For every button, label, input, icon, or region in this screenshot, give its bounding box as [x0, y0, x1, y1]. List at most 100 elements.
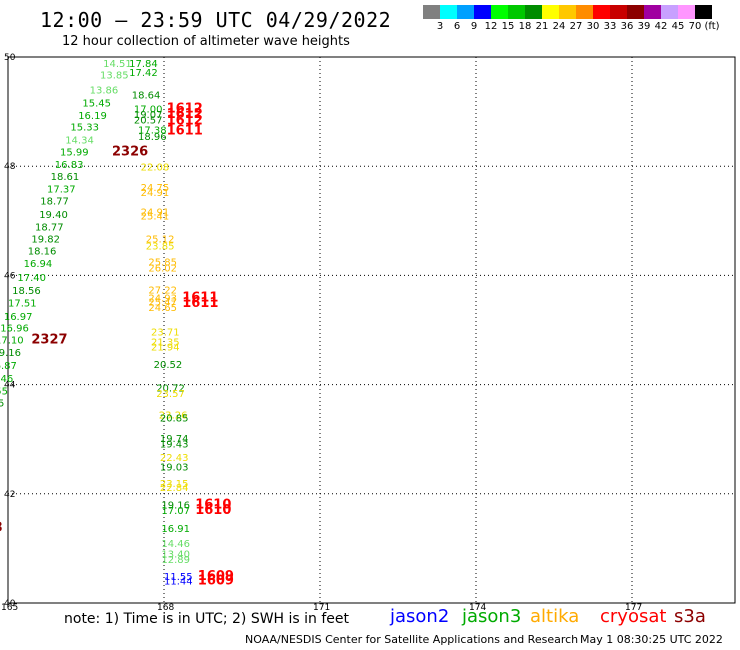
- wave-height-value: 23.57: [156, 389, 185, 400]
- wave-height-value: 17.51: [8, 299, 37, 310]
- footer-note: note: 1) Time is in UTC; 2) SWH is in fe…: [64, 611, 350, 627]
- legend-label: 15: [501, 21, 515, 32]
- page-subtitle: 12 hour collection of altimeter wave hei…: [62, 34, 350, 49]
- wave-height-value: 18.77: [40, 196, 69, 207]
- legend-swatch: [644, 5, 661, 19]
- pass-time-label: 1610: [195, 503, 231, 518]
- wave-height-value: 16.96: [0, 324, 29, 335]
- wave-height-legend: 3 6 9 12 15 18 21 24 27 30 33 36 39 42 45 70 (ft): [423, 5, 740, 33]
- lat-tick-label: 44: [4, 381, 16, 391]
- wave-height-value: 19.07: [134, 110, 163, 121]
- legend-label: 30: [586, 21, 600, 32]
- legend-swatch: [576, 5, 593, 19]
- wave-height-value: 24.91: [141, 188, 170, 199]
- lon-tick-label: 177: [625, 603, 642, 613]
- legend-swatch: [491, 5, 508, 19]
- wave-height-value: 18.96: [138, 132, 167, 143]
- legend-sat-cryosat: cryosat: [600, 606, 667, 627]
- wave-height-value: 24.91: [141, 207, 170, 218]
- legend-swatch: [559, 5, 576, 19]
- wave-height-value: 22.08: [141, 163, 170, 174]
- lon-tick-label: 168: [157, 603, 174, 613]
- wave-height-value: 25.41: [141, 212, 170, 223]
- page-title: 12:00 – 23:59 UTC 04/29/2022: [40, 8, 392, 32]
- pass-time-label: 2328: [0, 520, 3, 535]
- legend-swatch: [593, 5, 610, 19]
- wave-height-value: 18.61: [51, 172, 80, 183]
- wave-height-value: 25.12: [146, 235, 175, 246]
- legend-swatches: [423, 5, 740, 19]
- wave-height-value: 12.89: [161, 555, 190, 566]
- wave-height-value: 13.40: [161, 550, 190, 561]
- legend-label: 70: [688, 21, 702, 32]
- wave-height-value: 17.07: [161, 506, 190, 517]
- wave-height-value: 16.97: [4, 312, 33, 323]
- wave-height-value: 23.15: [160, 479, 189, 490]
- legend-sat-s3a: s3a: [674, 606, 706, 627]
- legend-swatch: [474, 5, 491, 19]
- legend-label: 39: [637, 21, 651, 32]
- wave-height-value: 24.93: [148, 294, 177, 305]
- wave-height-value: 21.94: [151, 343, 180, 354]
- wave-height-value: 22.43: [160, 453, 189, 464]
- legend-label: 24: [552, 21, 566, 32]
- wave-height-value: 23.71: [151, 327, 180, 338]
- wave-height-value: 20.85: [160, 414, 189, 425]
- legend-label: 36: [620, 21, 634, 32]
- wave-height-value: 23.26: [159, 410, 188, 421]
- wave-height-value: 16.94: [24, 259, 53, 270]
- wave-height-value: 24.75: [141, 183, 170, 194]
- legend-swatch: [695, 5, 712, 19]
- wave-height-value: 18.16: [28, 247, 57, 258]
- legend-label: 45: [671, 21, 685, 32]
- legend-labels: 3 6 9 12 15 18 21 24 27 30 33 36 39 42 45 70 (ft): [423, 19, 740, 33]
- wave-height-value: 11.44: [164, 576, 193, 587]
- wave-height-value: 11.55: [164, 572, 193, 583]
- pass-time-label: 1609: [198, 573, 234, 588]
- pass-time-label: 1611: [182, 296, 218, 311]
- legend-swatch: [457, 5, 474, 19]
- lon-tick-label: 171: [313, 603, 330, 613]
- wave-height-value: 14.34: [65, 135, 94, 146]
- legend-label: 12: [484, 21, 498, 32]
- wave-height-value: 15.45: [82, 99, 111, 110]
- pass-time-label: 1612: [167, 114, 203, 129]
- wave-height-value: 14.51: [103, 59, 132, 70]
- wave-height-value: 17.38: [138, 125, 167, 136]
- lat-tick-label: 40: [4, 599, 16, 609]
- legend-label: 33: [603, 21, 617, 32]
- lat-tick-label: 46: [4, 271, 16, 281]
- legend-swatch: [661, 5, 678, 19]
- wave-height-value: 19.16: [0, 348, 21, 359]
- legend-swatch: [627, 5, 644, 19]
- wave-height-value: 17.84: [129, 59, 158, 70]
- wave-height-value: 17.55: [0, 386, 8, 397]
- legend-sat-altika: altika: [530, 606, 580, 627]
- wave-height-value: 25.85: [148, 258, 177, 269]
- map-frame: [7, 56, 736, 604]
- wave-height-value: 20.52: [154, 360, 183, 371]
- legend-sat-jason2: jason2: [390, 606, 450, 627]
- wave-height-value: 22.84: [160, 483, 189, 494]
- wave-height-value: 19.74: [160, 434, 189, 445]
- legend-swatch: [542, 5, 559, 19]
- legend-swatch: [610, 5, 627, 19]
- pass-time-label: 1612: [167, 107, 203, 122]
- wave-height-value: 24.65: [148, 303, 177, 314]
- lat-tick-label: 42: [4, 490, 15, 500]
- legend-label: 18: [518, 21, 532, 32]
- wave-height-value: 25.47: [148, 297, 177, 308]
- wave-height-value: 19.03: [160, 462, 189, 473]
- pass-time-label: 1612: [167, 102, 203, 117]
- wave-height-value: 14.46: [161, 539, 190, 550]
- wave-height-value: 18.64: [132, 90, 161, 101]
- legend-swatch: [678, 5, 695, 19]
- legend-label: 3: [436, 21, 444, 32]
- wave-height-value: 17.00: [134, 105, 163, 116]
- wave-height-value: 17.42: [129, 68, 158, 79]
- wave-height-value: 13.85: [100, 70, 129, 81]
- pass-time-label: 1611: [182, 291, 218, 306]
